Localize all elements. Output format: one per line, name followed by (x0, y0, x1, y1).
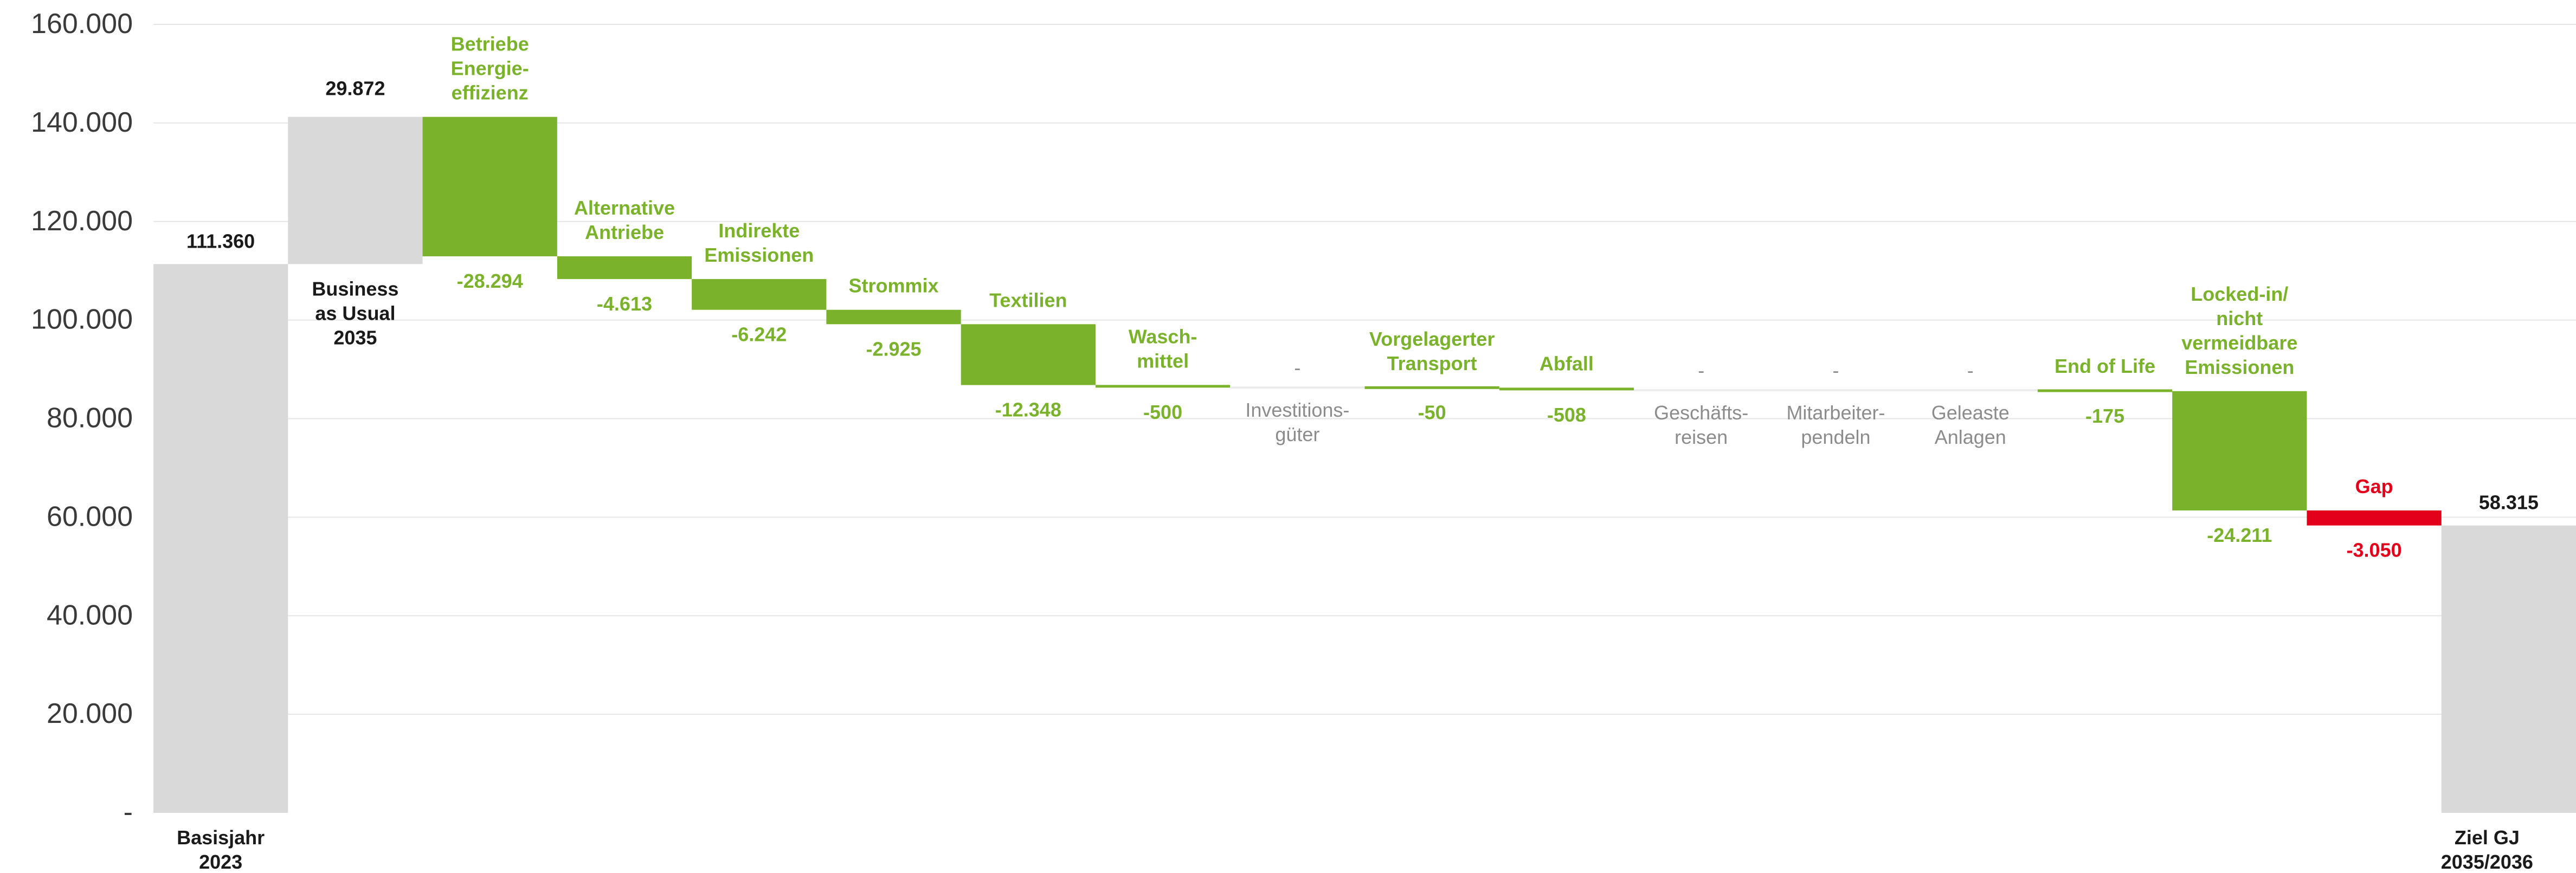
bar (1095, 385, 1231, 388)
bar-value-label: 29.872 (325, 77, 385, 100)
y-tick-label: 100.000 (31, 304, 133, 335)
bar (1768, 389, 1903, 392)
y-axis-tick-labels: - 20.000 40.000 60.000 80.000 100.000 120.000 1… (31, 8, 133, 828)
bar-value-label: - (1967, 359, 1974, 381)
bar-value-label: 111.360 (186, 230, 255, 252)
bar-category-label: Gap (2355, 475, 2393, 497)
bar (288, 117, 423, 264)
bar (2172, 391, 2307, 510)
bar-category-label: Vorgelagerter Transport (1369, 328, 1495, 374)
bar (1364, 386, 1499, 389)
bar-category-label: Strommix (849, 275, 939, 297)
gridlines (153, 24, 2576, 715)
bar (826, 309, 961, 325)
bar-value-label: - (1294, 357, 1300, 379)
bar (153, 264, 288, 813)
bar (2441, 525, 2576, 813)
bar-value-label: -500 (1143, 401, 1182, 423)
y-tick-label: 160.000 (31, 8, 133, 40)
bar (961, 324, 1096, 385)
bar-category-label: Investitions-güter (1245, 399, 1349, 445)
y-tick-label: 20.000 (47, 698, 133, 729)
bar (2307, 510, 2442, 526)
bar (1499, 387, 1634, 391)
bar-category-label: Basisjahr 2023 (177, 826, 265, 873)
bar-category-label: Alternative Antriebe (574, 197, 675, 243)
bar-category-label: End of Life (2055, 355, 2155, 377)
bar-value-label: -24.211 (2207, 524, 2272, 546)
bar-category-label: Wasch-mittel (1129, 326, 1197, 372)
bars (153, 117, 2576, 813)
bar (422, 117, 557, 256)
y-tick-label: 60.000 (47, 501, 133, 532)
bar-value-label: -508 (1547, 404, 1586, 426)
bar-value-label: - (1832, 359, 1839, 381)
bar-value-label: -175 (2085, 405, 2124, 427)
bar-value-label: -28.294 (457, 270, 523, 292)
bar-value-label: - (1698, 359, 1704, 381)
bar-labels: 111.360 Basisjahr 2023 29.872 Business as Usu… (177, 33, 2539, 873)
bar (2037, 389, 2173, 392)
bar (1634, 389, 1769, 392)
bar (1230, 386, 1365, 389)
y-tick-label: 40.000 (47, 599, 133, 631)
bar (557, 256, 692, 279)
bar-category-label: Indirekte Emissionen (704, 219, 814, 266)
bar (1903, 389, 2038, 392)
y-tick-label: 80.000 (47, 403, 133, 434)
bar-value-label: 58.315 (2479, 492, 2539, 514)
bar-category-label: Abfall (1540, 353, 1594, 375)
bar-value-label: -6.242 (731, 324, 787, 346)
bar-value-label: -3.050 (2347, 539, 2402, 561)
y-tick-label: 140.000 (31, 107, 133, 138)
bar-category-label: Geschäfts-reisen (1654, 402, 1748, 448)
bar-category-label: Mitarbeiter-pendeln (1786, 402, 1885, 448)
bar-category-label: Ziel GJ 2035/2036 (2441, 826, 2533, 873)
bar (692, 279, 827, 310)
bar-value-label: -2.925 (866, 338, 921, 360)
bar-value-label: -12.348 (995, 399, 1061, 421)
bar-category-label: Geleaste Anlagen (1931, 402, 2010, 448)
bar-value-label: -50 (1418, 402, 1446, 424)
y-tick-label: 120.000 (31, 205, 133, 237)
y-tick-label: - (124, 797, 133, 828)
bar-category-label: Betriebe Energie-effizienz (451, 33, 529, 104)
bar-category-label: Textilien (989, 289, 1067, 311)
bar-category-label: Locked-in/nicht vermeidbare Emissionen (2181, 283, 2297, 378)
bar-value-label: -4.613 (597, 293, 652, 315)
bar-category-label: Business as Usual 2035 (312, 277, 398, 348)
